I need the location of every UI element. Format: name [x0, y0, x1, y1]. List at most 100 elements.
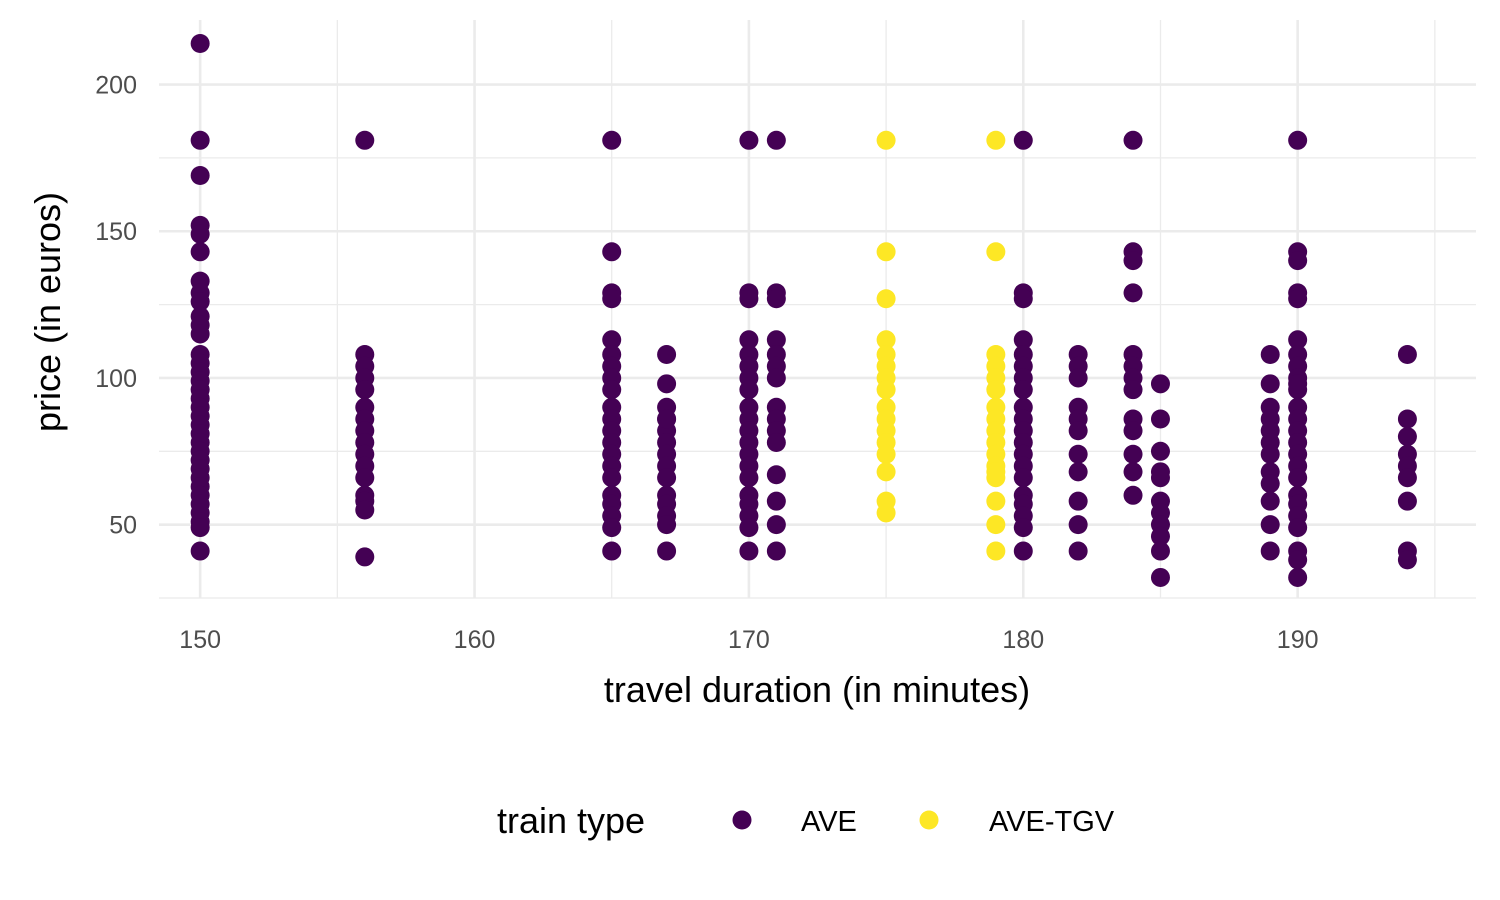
data-point	[1150, 409, 1170, 429]
data-point	[602, 130, 622, 150]
data-point	[355, 500, 375, 520]
data-point	[1260, 374, 1280, 394]
legend: train type AVE AVE-TGV	[497, 800, 1115, 841]
data-point	[1288, 374, 1308, 394]
data-point	[986, 242, 1006, 262]
data-point	[766, 330, 786, 350]
data-point	[1013, 130, 1033, 150]
data-point	[1068, 515, 1088, 535]
y-axis-title: price (in euros)	[27, 192, 68, 432]
data-point	[876, 130, 896, 150]
data-point	[1123, 444, 1143, 464]
data-point	[739, 518, 759, 538]
data-point	[1068, 491, 1088, 511]
data-point	[602, 541, 622, 561]
data-point	[1260, 444, 1280, 464]
data-point	[766, 289, 786, 309]
data-point	[986, 515, 1006, 535]
data-point	[1150, 567, 1170, 587]
y-axis-ticks: 50 100 150 200	[95, 72, 137, 540]
data-point	[602, 380, 622, 400]
data-point	[1397, 344, 1417, 364]
data-point	[766, 368, 786, 388]
x-tick-label: 180	[1002, 626, 1044, 654]
data-point	[1288, 251, 1308, 271]
data-point	[657, 541, 677, 561]
legend-title: train type	[497, 800, 645, 841]
data-point	[657, 374, 677, 394]
data-point	[739, 330, 759, 350]
x-tick-label: 160	[454, 626, 496, 654]
x-tick-label: 170	[728, 626, 770, 654]
data-point	[190, 130, 210, 150]
data-point	[1013, 541, 1033, 561]
data-point	[1123, 130, 1143, 150]
data-point	[1068, 462, 1088, 482]
y-tick-label: 100	[95, 365, 137, 393]
data-point	[766, 130, 786, 150]
data-point	[657, 515, 677, 535]
data-point	[1397, 468, 1417, 488]
data-point	[1260, 344, 1280, 364]
data-point	[602, 289, 622, 309]
data-point	[1123, 485, 1143, 505]
data-point	[1150, 526, 1170, 546]
data-point	[602, 330, 622, 350]
data-point	[1123, 283, 1143, 303]
data-point	[1150, 468, 1170, 488]
data-point	[190, 518, 210, 538]
data-point	[190, 33, 210, 53]
y-tick-label: 150	[95, 218, 137, 246]
data-point	[190, 242, 210, 262]
data-point	[1288, 130, 1308, 150]
data-point	[190, 541, 210, 561]
data-point	[986, 491, 1006, 511]
data-point	[1068, 421, 1088, 441]
legend-label-ave-tgv: AVE-TGV	[989, 806, 1115, 838]
data-point	[876, 462, 896, 482]
data-point	[876, 330, 896, 350]
y-tick-label: 200	[95, 72, 137, 100]
legend-swatch-ave	[732, 810, 752, 830]
data-point	[739, 380, 759, 400]
data-point	[739, 468, 759, 488]
data-point	[1013, 518, 1033, 538]
data-point	[1068, 444, 1088, 464]
data-point	[739, 541, 759, 561]
x-axis-title: travel duration (in minutes)	[604, 669, 1030, 710]
data-point	[1397, 491, 1417, 511]
data-point	[190, 224, 210, 244]
data-point	[602, 518, 622, 538]
data-point	[1150, 441, 1170, 461]
data-point	[1013, 468, 1033, 488]
data-point	[1260, 515, 1280, 535]
data-point	[1397, 427, 1417, 447]
data-point	[1123, 462, 1143, 482]
legend-swatch-ave-tgv	[919, 810, 939, 830]
data-point	[1123, 251, 1143, 271]
data-point	[1068, 368, 1088, 388]
data-point	[876, 503, 896, 523]
data-point	[1397, 550, 1417, 570]
data-point	[1288, 518, 1308, 538]
data-point	[1260, 474, 1280, 494]
data-point	[766, 432, 786, 452]
data-point	[1068, 541, 1088, 561]
minor-grid	[159, 20, 1476, 599]
data-point	[986, 130, 1006, 150]
data-point	[766, 491, 786, 511]
legend-label-ave: AVE	[801, 806, 857, 838]
data-point	[1397, 409, 1417, 429]
data-point	[355, 130, 375, 150]
data-point	[1288, 289, 1308, 309]
data-point	[876, 289, 896, 309]
data-point	[1260, 541, 1280, 561]
x-axis-ticks: 150 160 170 180 190	[179, 626, 1318, 654]
data-point	[739, 289, 759, 309]
data-point	[657, 344, 677, 364]
data-point	[1123, 421, 1143, 441]
data-point	[766, 515, 786, 535]
data-point	[1150, 374, 1170, 394]
data-point	[1123, 380, 1143, 400]
